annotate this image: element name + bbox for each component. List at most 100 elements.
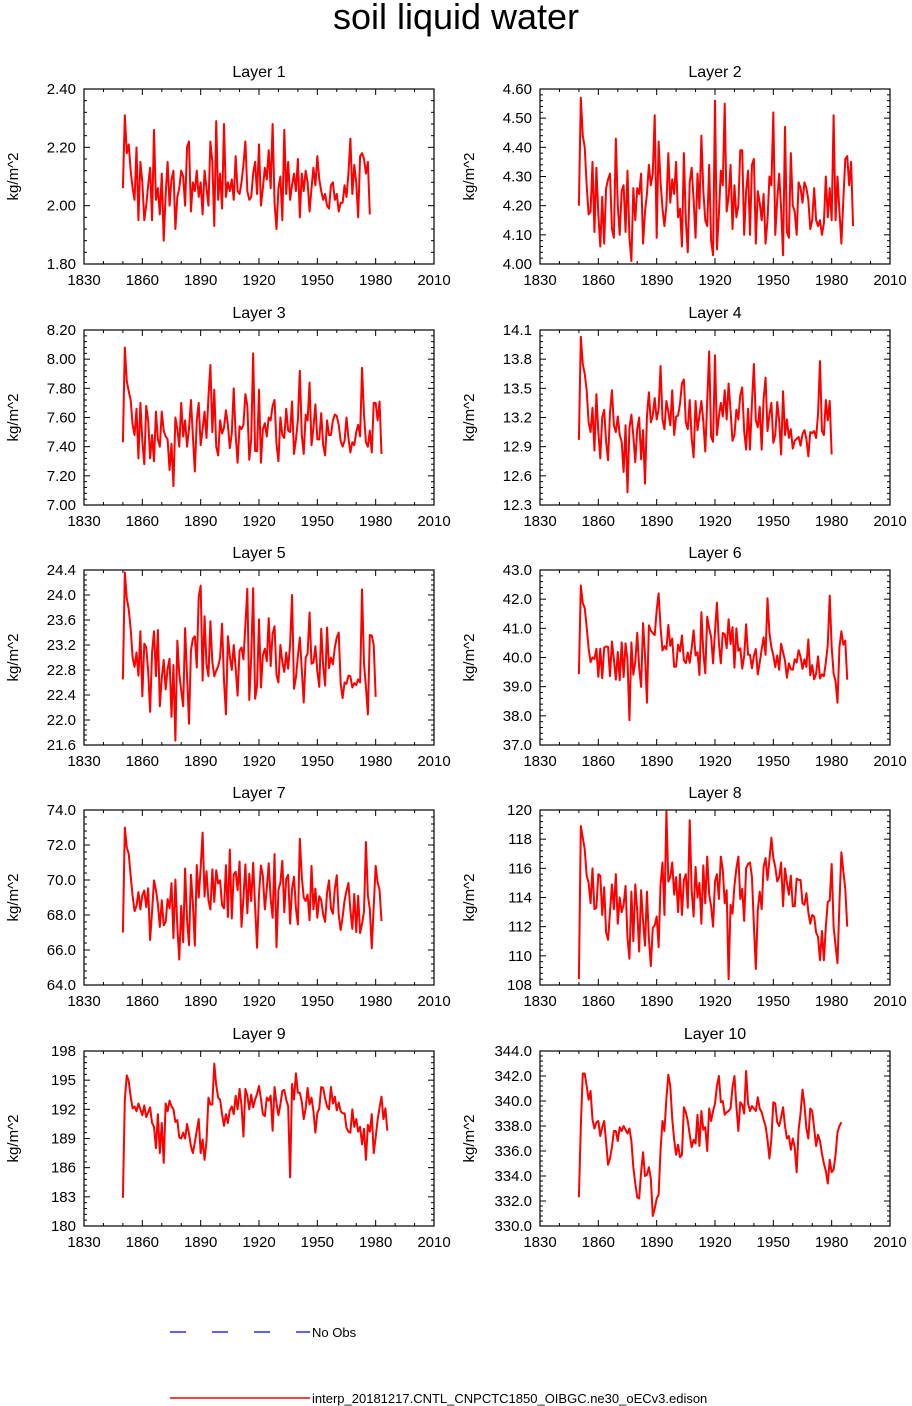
x-tick-label: 1920 — [242, 753, 275, 770]
y-tick-label: 4.20 — [503, 198, 532, 215]
y-tick-label: 336.0 — [494, 1143, 532, 1160]
y-tick-label: 13.5 — [503, 380, 532, 397]
series-line-layer-3 — [121, 346, 383, 488]
x-tick-label: 1830 — [67, 272, 100, 289]
x-tick-label: 1920 — [698, 993, 731, 1010]
x-tick-label: 1980 — [815, 993, 848, 1010]
x-tick-label: 1830 — [523, 753, 556, 770]
x-tick-label: 1920 — [242, 993, 275, 1010]
y-tick-label: 64.0 — [47, 977, 76, 994]
y-tick-label: 38.0 — [503, 708, 532, 725]
x-tick-label: 1950 — [301, 272, 334, 289]
x-tick-label: 2010 — [417, 272, 450, 289]
x-tick-label: 1920 — [698, 1234, 731, 1251]
plot-frame — [83, 329, 435, 506]
panel-title: Layer 3 — [232, 305, 285, 322]
plot-frame — [539, 88, 891, 265]
plot-frame — [83, 569, 435, 746]
plot-frame — [539, 1050, 891, 1227]
x-tick-label: 2010 — [873, 1234, 906, 1251]
y-tick-label: 39.0 — [503, 679, 532, 696]
y-tick-label: 37.0 — [503, 737, 532, 754]
x-tick-label: 1860 — [126, 513, 159, 530]
x-tick-label: 1890 — [184, 993, 217, 1010]
y-tick-label: 338.0 — [494, 1118, 532, 1135]
y-tick-label: 74.0 — [47, 802, 76, 819]
y-tick-label: 4.10 — [503, 227, 532, 244]
x-tick-label: 1980 — [815, 272, 848, 289]
x-tick-label: 1890 — [640, 272, 673, 289]
y-tick-label: 118 — [508, 831, 532, 848]
y-tick-label: 4.60 — [503, 81, 532, 98]
chart-panel-layer-4: Layer 4 kg/m^2 1830 1860 1890 1920 1950 1980 201… — [461, 305, 907, 530]
y-tick-label: 7.80 — [47, 380, 76, 397]
x-tick-label: 1860 — [126, 993, 159, 1010]
x-tick-label: 1890 — [640, 1234, 673, 1251]
chart-panel-layer-7: Layer 7 kg/m^2 1830 1860 1890 1920 1950 1980 201… — [5, 785, 451, 1010]
x-tick-label: 1890 — [640, 513, 673, 530]
x-tick-label: 2010 — [417, 1234, 450, 1251]
y-tick-label: 198 — [51, 1043, 76, 1060]
x-tick-label: 1980 — [359, 753, 392, 770]
x-tick-label: 1890 — [184, 1234, 217, 1251]
panel-title: Layer 7 — [232, 785, 285, 802]
x-tick-label: 1920 — [242, 1234, 275, 1251]
y-tick-label: 42.0 — [503, 591, 532, 608]
series-line-layer-10 — [577, 1070, 843, 1217]
y-tick-label: 108 — [507, 977, 532, 994]
series-line-layer-4 — [577, 335, 833, 494]
series-line-layer-8 — [577, 810, 849, 981]
series-line-layer-2 — [577, 96, 855, 263]
x-tick-label: 1830 — [67, 993, 100, 1010]
legend-model-label: interp_20181217.CNTL_CNPCTC1850_OIBGC.ne… — [312, 1391, 707, 1406]
x-tick-label: 1980 — [359, 993, 392, 1010]
x-tick-label: 1950 — [301, 993, 334, 1010]
y-tick-label: 7.40 — [47, 439, 76, 456]
panel-title: Layer 10 — [684, 1026, 746, 1043]
y-tick-label: 8.20 — [47, 322, 76, 339]
x-tick-label: 1860 — [126, 1234, 159, 1251]
x-tick-label: 1980 — [359, 272, 392, 289]
y-tick-label: 21.6 — [47, 737, 76, 754]
x-tick-label: 1860 — [582, 993, 615, 1010]
panel-title: Layer 4 — [688, 305, 741, 322]
x-tick-label: 1860 — [582, 272, 615, 289]
y-tick-label: 4.00 — [503, 256, 532, 273]
y-tick-label: 4.50 — [503, 110, 532, 127]
plot-frame — [83, 1050, 435, 1227]
y-tick-label: 22.4 — [47, 687, 76, 704]
x-tick-label: 1950 — [301, 753, 334, 770]
x-tick-label: 1890 — [640, 993, 673, 1010]
y-tick-label: 7.20 — [47, 468, 76, 485]
y-tick-label: 12.9 — [503, 439, 532, 456]
y-tick-label: 342.0 — [494, 1068, 532, 1085]
x-tick-label: 1950 — [757, 1234, 790, 1251]
x-tick-label: 1830 — [67, 1234, 100, 1251]
panel-title: Layer 5 — [232, 545, 285, 562]
x-tick-label: 1830 — [523, 993, 556, 1010]
x-tick-label: 2010 — [417, 513, 450, 530]
x-tick-label: 2010 — [417, 993, 450, 1010]
y-tick-label: 14.1 — [503, 322, 532, 339]
y-tick-label: 2.00 — [47, 198, 76, 215]
x-tick-label: 1830 — [67, 753, 100, 770]
x-tick-label: 1950 — [301, 513, 334, 530]
y-tick-label: 110 — [508, 948, 532, 965]
y-tick-label: 43.0 — [503, 562, 532, 579]
y-tick-label: 180 — [51, 1218, 76, 1235]
y-tick-label: 183 — [51, 1189, 76, 1206]
y-tick-label: 13.2 — [503, 410, 532, 427]
y-tick-label: 4.30 — [503, 169, 532, 186]
figure-title: soil liquid water — [333, 0, 579, 37]
x-tick-label: 1830 — [523, 1234, 556, 1251]
x-tick-label: 1950 — [757, 993, 790, 1010]
y-tick-label: 23.2 — [47, 637, 76, 654]
y-tick-label: 116 — [508, 860, 532, 877]
series-line-layer-5 — [121, 571, 377, 742]
x-tick-label: 1890 — [184, 513, 217, 530]
x-tick-label: 1860 — [582, 1234, 615, 1251]
x-tick-label: 1980 — [815, 1234, 848, 1251]
y-axis-label: kg/m^2 — [461, 153, 478, 201]
y-tick-label: 66.0 — [47, 942, 76, 959]
